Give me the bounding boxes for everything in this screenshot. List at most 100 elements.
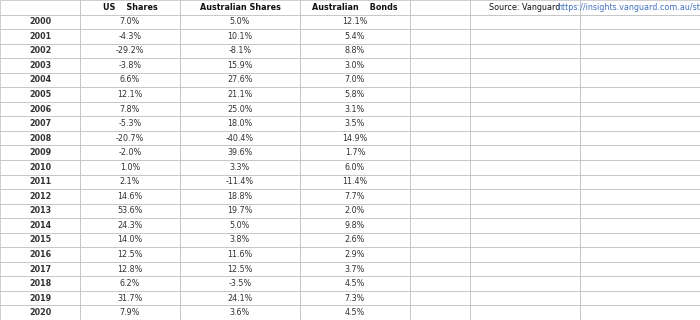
Text: Australian    Bonds: Australian Bonds — [312, 3, 398, 12]
Bar — [0, 276, 80, 291]
Bar — [0, 14, 80, 29]
Text: -3.5%: -3.5% — [228, 279, 251, 288]
Bar — [180, 276, 300, 291]
Bar — [180, 174, 300, 189]
Text: 24.1%: 24.1% — [228, 294, 253, 303]
Text: 2013: 2013 — [29, 206, 51, 215]
Text: -3.8%: -3.8% — [118, 61, 141, 70]
Bar — [80, 58, 180, 73]
Bar — [80, 306, 180, 320]
Text: 2014: 2014 — [29, 221, 51, 230]
Bar — [300, 247, 410, 262]
Bar — [580, 87, 700, 102]
Text: 2.0%: 2.0% — [345, 206, 365, 215]
Bar — [410, 73, 470, 87]
Text: -4.3%: -4.3% — [118, 32, 141, 41]
Text: -5.3%: -5.3% — [118, 119, 141, 128]
Bar — [580, 73, 700, 87]
Bar — [470, 189, 580, 204]
Bar — [180, 160, 300, 174]
Bar — [0, 58, 80, 73]
Bar — [410, 204, 470, 218]
Bar — [300, 204, 410, 218]
Bar — [300, 262, 410, 276]
Bar — [410, 131, 470, 146]
Text: US    Shares: US Shares — [103, 3, 158, 12]
Text: 2020: 2020 — [29, 308, 51, 317]
Bar — [410, 116, 470, 131]
Bar — [470, 73, 580, 87]
Text: -29.2%: -29.2% — [116, 46, 144, 55]
Text: 3.7%: 3.7% — [345, 265, 365, 274]
Text: 2003: 2003 — [29, 61, 51, 70]
Bar — [410, 146, 470, 160]
Text: 5.4%: 5.4% — [345, 32, 365, 41]
Bar — [300, 233, 410, 247]
Text: -11.4%: -11.4% — [226, 177, 254, 186]
Text: 11.4%: 11.4% — [342, 177, 368, 186]
Text: 3.3%: 3.3% — [230, 163, 250, 172]
Text: 5.0%: 5.0% — [230, 221, 250, 230]
Text: 8.8%: 8.8% — [345, 46, 365, 55]
Bar — [180, 87, 300, 102]
Text: -20.7%: -20.7% — [116, 134, 144, 143]
Bar — [0, 102, 80, 116]
Text: 2009: 2009 — [29, 148, 51, 157]
Bar — [300, 87, 410, 102]
Bar — [580, 102, 700, 116]
Text: 2011: 2011 — [29, 177, 51, 186]
Bar — [80, 102, 180, 116]
Text: 7.8%: 7.8% — [120, 105, 140, 114]
Bar — [80, 262, 180, 276]
Text: 5.0%: 5.0% — [230, 17, 250, 26]
Text: 11.6%: 11.6% — [228, 250, 253, 259]
Text: 21.1%: 21.1% — [228, 90, 253, 99]
Bar — [300, 174, 410, 189]
Text: 18.8%: 18.8% — [228, 192, 253, 201]
Bar — [0, 291, 80, 306]
Bar — [180, 146, 300, 160]
Bar — [0, 160, 80, 174]
Bar — [580, 233, 700, 247]
Bar — [470, 58, 580, 73]
Bar — [410, 102, 470, 116]
Bar — [80, 146, 180, 160]
Text: 3.6%: 3.6% — [230, 308, 250, 317]
Bar — [410, 291, 470, 306]
Text: 2004: 2004 — [29, 76, 51, 84]
Bar — [300, 189, 410, 204]
Text: 2006: 2006 — [29, 105, 51, 114]
Text: 12.5%: 12.5% — [228, 265, 253, 274]
Bar — [300, 146, 410, 160]
Bar — [180, 189, 300, 204]
Text: 3.8%: 3.8% — [230, 236, 250, 244]
Text: 7.7%: 7.7% — [344, 192, 365, 201]
Bar — [80, 233, 180, 247]
Bar — [80, 204, 180, 218]
Text: 27.6%: 27.6% — [228, 76, 253, 84]
Bar — [410, 306, 470, 320]
Text: Australian Shares: Australian Shares — [199, 3, 281, 12]
Bar — [470, 146, 580, 160]
Text: 19.7%: 19.7% — [228, 206, 253, 215]
Bar — [180, 14, 300, 29]
Bar — [580, 14, 700, 29]
Bar — [0, 0, 80, 14]
Bar — [580, 262, 700, 276]
Bar — [580, 44, 700, 58]
Bar — [180, 44, 300, 58]
Text: 1.0%: 1.0% — [120, 163, 140, 172]
Bar — [470, 29, 580, 44]
Bar — [470, 233, 580, 247]
Text: -8.1%: -8.1% — [228, 46, 251, 55]
Text: 12.1%: 12.1% — [118, 90, 143, 99]
Bar — [300, 160, 410, 174]
Bar — [80, 14, 180, 29]
Bar — [0, 87, 80, 102]
Bar — [180, 247, 300, 262]
Bar — [470, 174, 580, 189]
Bar — [80, 160, 180, 174]
Text: 1.7%: 1.7% — [345, 148, 365, 157]
Bar — [580, 306, 700, 320]
Bar — [0, 189, 80, 204]
